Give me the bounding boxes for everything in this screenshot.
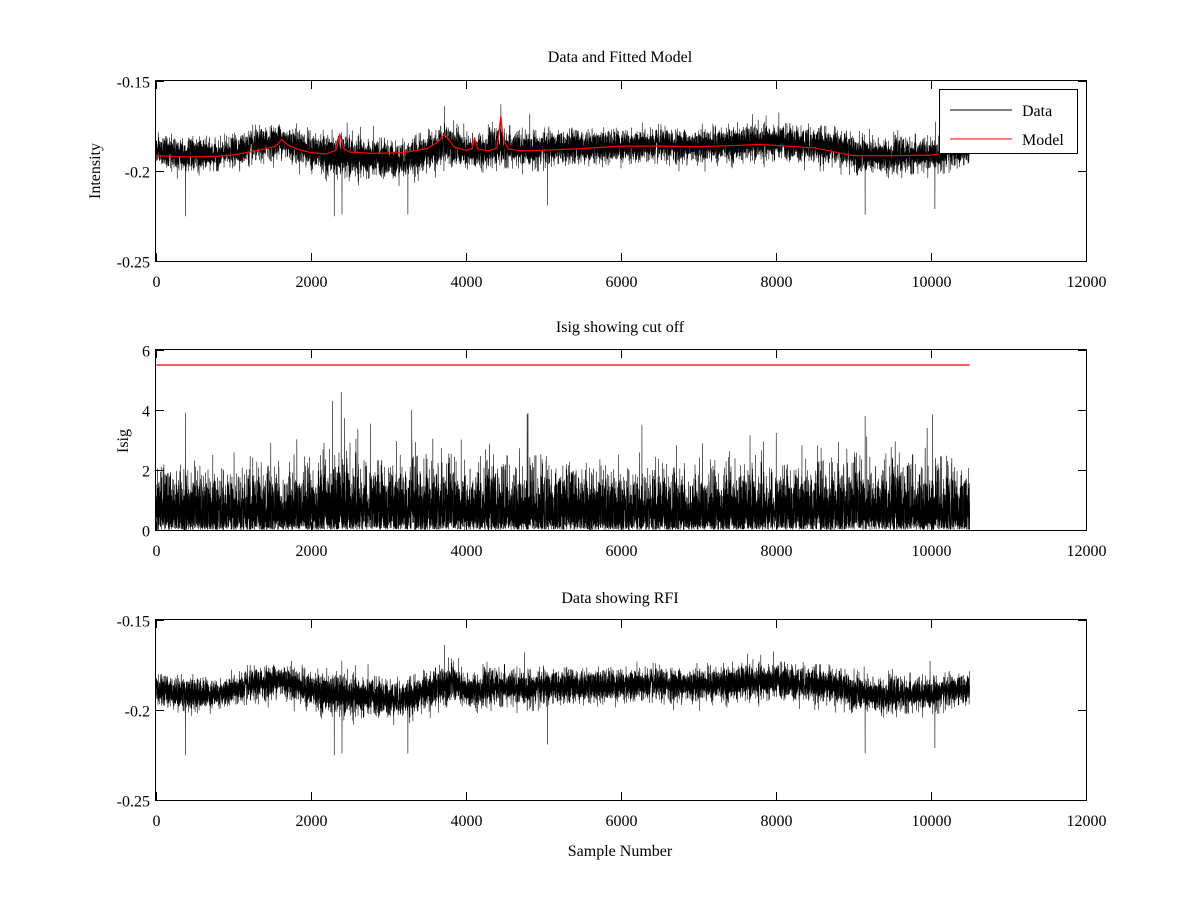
plot-frame xyxy=(155,80,1087,262)
legend-label-data: Data xyxy=(1022,103,1052,120)
x-tick-label: 12000 xyxy=(1067,274,1107,291)
series-layer xyxy=(155,104,970,217)
x-tick-label: 4000 xyxy=(451,274,483,291)
panel-data-rfi: Data showing RFI 0 2000 4000 6000 8000 10000 1… xyxy=(117,590,1107,860)
x-tick-label: 12000 xyxy=(1067,813,1107,830)
x-tick-label: 10000 xyxy=(912,274,952,291)
x-tick-label: 4000 xyxy=(451,543,483,560)
x-tick-label: 6000 xyxy=(606,543,638,560)
series-line-series-0 xyxy=(155,391,970,531)
x-tick-label: 0 xyxy=(153,543,161,560)
y-tick-label: -0.25 xyxy=(117,255,150,272)
y-tick-label: -0.2 xyxy=(125,704,150,721)
x-tick-label: 10000 xyxy=(912,543,952,560)
y-tick-label: -0.2 xyxy=(125,165,150,182)
series-line-data xyxy=(155,104,970,217)
series-line-series-0 xyxy=(155,644,970,756)
x-tick-label: 8000 xyxy=(761,274,793,291)
ticks-layer: 0 2000 4000 6000 8000 10000 12000 0 2 4 6 xyxy=(142,344,1107,561)
x-tick-label: 6000 xyxy=(606,274,638,291)
plot-area xyxy=(155,104,970,217)
plot-frame xyxy=(155,349,1087,531)
x-tick-label: 12000 xyxy=(1067,543,1107,560)
x-tick-label: 6000 xyxy=(606,813,638,830)
x-tick-label: 8000 xyxy=(761,813,793,830)
x-tick-label: 2000 xyxy=(296,813,328,830)
series-line-model xyxy=(155,115,939,158)
ticks-layer: 0 2000 4000 6000 8000 10000 12000 -0.15 -0.2 -0.2… xyxy=(117,614,1107,831)
y-tick-label: 6 xyxy=(142,344,150,361)
x-tick-label: 0 xyxy=(153,274,161,291)
legend-label-model: Model xyxy=(1022,132,1064,149)
legend-box xyxy=(939,89,1078,154)
plot-area xyxy=(155,644,970,756)
y-axis-title: Intensity xyxy=(87,143,104,199)
series-layer xyxy=(155,364,970,531)
y-tick-label: 0 xyxy=(142,524,150,541)
x-tick-label: 10000 xyxy=(912,813,952,830)
y-axis-title: Isig xyxy=(115,429,132,453)
y-tick-label: 2 xyxy=(142,464,150,481)
legend: Data Model xyxy=(939,89,1078,154)
ticks-layer: 0 2000 4000 6000 8000 10000 12000 -0.15 -0.2 -0.2… xyxy=(117,75,1107,292)
plot-area xyxy=(155,364,970,531)
x-tick-label: 2000 xyxy=(296,543,328,560)
x-tick-label: 4000 xyxy=(451,813,483,830)
panel-data-and-model: Data and Fitted Model Intensity 0 2000 400… xyxy=(87,49,1107,291)
series-layer xyxy=(155,644,970,756)
panel-isig: Isig showing cut off Isig 0 2000 4000 6000 8… xyxy=(115,319,1107,560)
x-tick-label: 0 xyxy=(153,813,161,830)
plot-frame xyxy=(155,619,1087,801)
chart-title: Isig showing cut off xyxy=(556,319,685,336)
chart-title: Data and Fitted Model xyxy=(548,49,693,66)
x-tick-label: 8000 xyxy=(761,543,793,560)
chart-title: Data showing RFI xyxy=(561,590,678,607)
y-tick-label: -0.15 xyxy=(117,75,150,92)
x-tick-label: 2000 xyxy=(296,274,328,291)
y-tick-label: 4 xyxy=(142,404,150,421)
x-axis-title: Sample Number xyxy=(568,843,673,860)
y-tick-label: -0.25 xyxy=(117,794,150,811)
y-tick-label: -0.15 xyxy=(117,614,150,631)
